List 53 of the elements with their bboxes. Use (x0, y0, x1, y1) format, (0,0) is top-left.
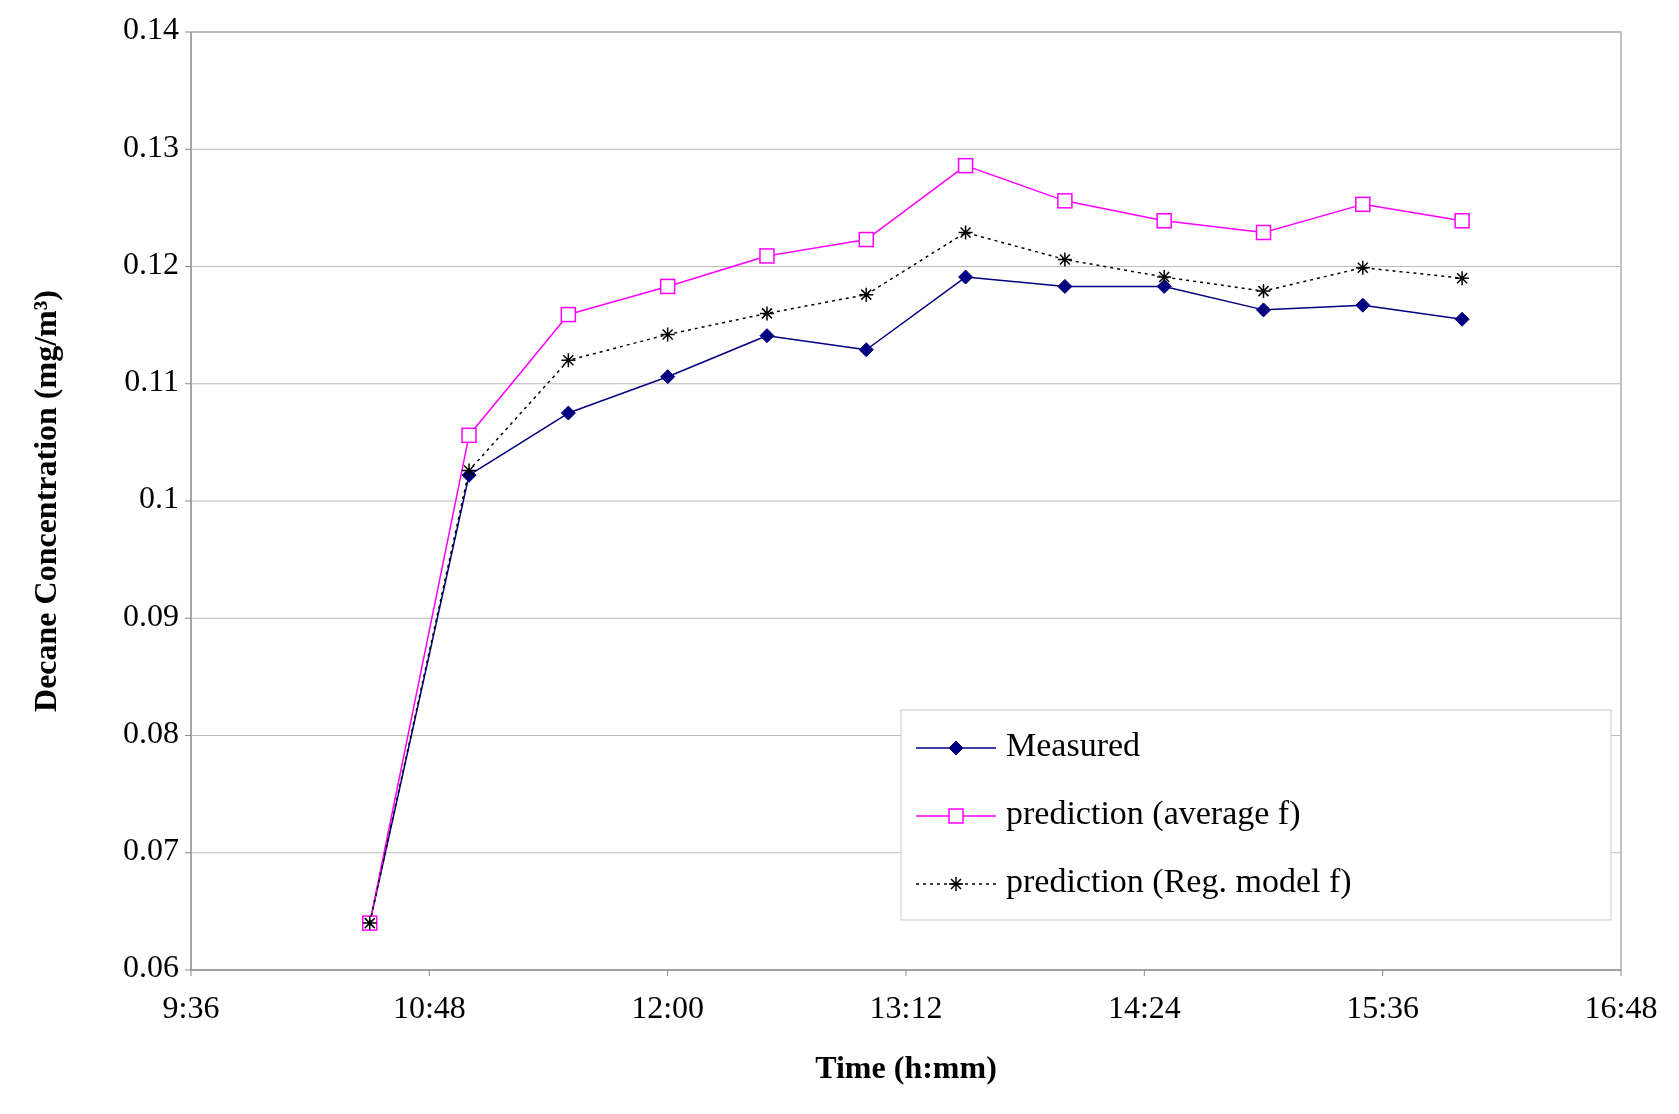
y-axis-title: Decane Concentration (mg/m³) (27, 290, 63, 712)
point (1255, 224, 1272, 241)
point (1057, 278, 1073, 294)
x-tick-label: 16:48 (1584, 989, 1658, 1025)
point (1156, 213, 1172, 229)
point (560, 352, 577, 369)
legend-label: prediction (average f) (1006, 793, 1301, 832)
legend-label: prediction (Reg. model f) (1006, 861, 1352, 900)
point (1057, 251, 1073, 268)
point (1255, 283, 1272, 299)
x-tick-label: 15:36 (1346, 989, 1420, 1025)
point (858, 231, 875, 248)
x-tick-label: 9:36 (162, 989, 220, 1025)
point (461, 427, 477, 444)
point (1355, 196, 1371, 213)
point (759, 328, 775, 344)
point (1156, 269, 1172, 285)
y-tick-label: 0.06 (123, 948, 179, 985)
point (1355, 297, 1371, 313)
point (1454, 213, 1470, 229)
y-tick-label: 0.12 (123, 244, 179, 281)
point (560, 405, 576, 421)
y-tick-label: 0.07 (123, 831, 179, 868)
y-tick-label: 0.1 (139, 479, 179, 516)
x-tick-label: 12:00 (631, 989, 705, 1025)
point (858, 342, 874, 358)
point (659, 278, 676, 295)
point (759, 248, 775, 264)
y-tick-label: 0.11 (124, 362, 179, 399)
point (1355, 259, 1371, 276)
legend-label: Measured (1006, 725, 1141, 763)
point (759, 305, 775, 322)
point (858, 286, 875, 303)
x-tick-label: 13:12 (869, 989, 943, 1025)
x-tick-label: 14:24 (1107, 989, 1181, 1025)
point (957, 157, 974, 174)
x-axis-title: Time (h:mm) (815, 1049, 997, 1085)
y-tick-label: 0.08 (123, 713, 179, 750)
point (461, 462, 477, 479)
point (1454, 270, 1470, 286)
point (1057, 193, 1073, 209)
point (1156, 278, 1172, 294)
y-tick-label: 0.14 (123, 10, 179, 47)
point (660, 369, 676, 385)
point (659, 326, 676, 343)
point (1454, 311, 1470, 327)
point (957, 224, 974, 241)
point (1256, 302, 1271, 318)
x-tick-label: 10:48 (392, 989, 466, 1025)
point (560, 306, 577, 323)
y-tick-label: 0.09 (123, 596, 179, 633)
point (958, 269, 974, 285)
y-tick-label: 0.13 (123, 127, 179, 164)
